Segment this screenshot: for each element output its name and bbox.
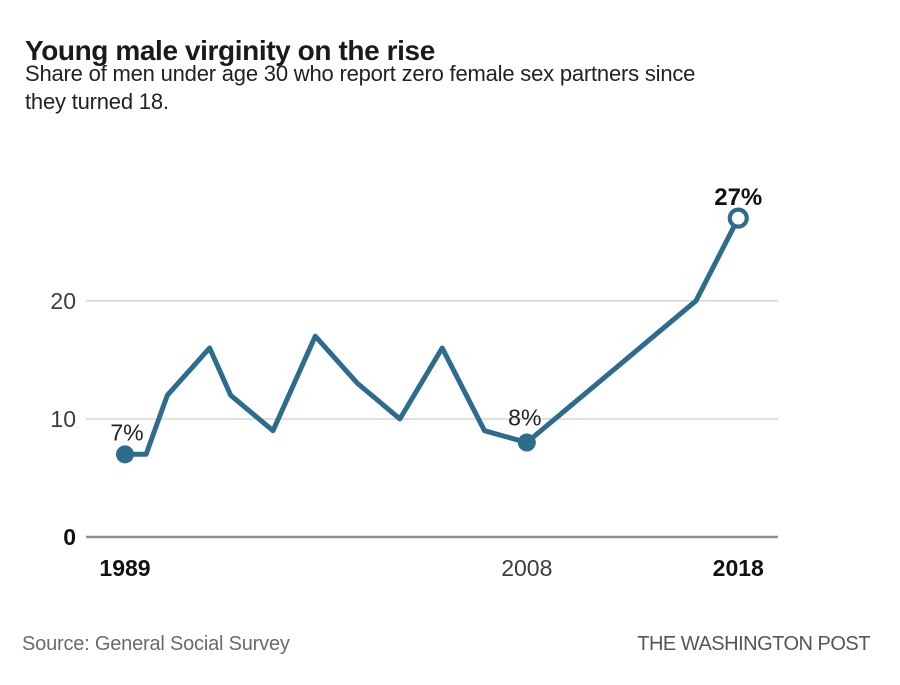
data-point-label: 7%	[110, 419, 143, 445]
x-tick-label: 2008	[501, 555, 552, 581]
y-tick-label: 20	[50, 288, 76, 314]
chart-subtitle: Share of men under age 30 who report zer…	[25, 60, 695, 116]
y-tick-label: 10	[50, 406, 76, 432]
chart-subtitle-line-1: Share of men under age 30 who report zer…	[25, 61, 696, 86]
data-point-marker	[517, 433, 536, 452]
source-note: Source: General Social Survey	[22, 633, 290, 655]
x-tick-label: 1989	[99, 555, 150, 581]
trend-line	[122, 215, 741, 457]
y-tick-label: 0	[63, 524, 76, 550]
data-point-marker-open	[727, 207, 749, 229]
data-point-label: 8%	[508, 405, 541, 431]
publisher-brand: THE WASHINGTON POST	[637, 633, 870, 655]
x-tick-label: 2018	[713, 555, 764, 581]
data-point-label: 27%	[714, 184, 762, 211]
chart-title: Young male virginity on the rise	[25, 34, 435, 66]
data-point-marker	[116, 445, 134, 464]
chart-subtitle-line-2: they turned 18.	[25, 89, 169, 114]
